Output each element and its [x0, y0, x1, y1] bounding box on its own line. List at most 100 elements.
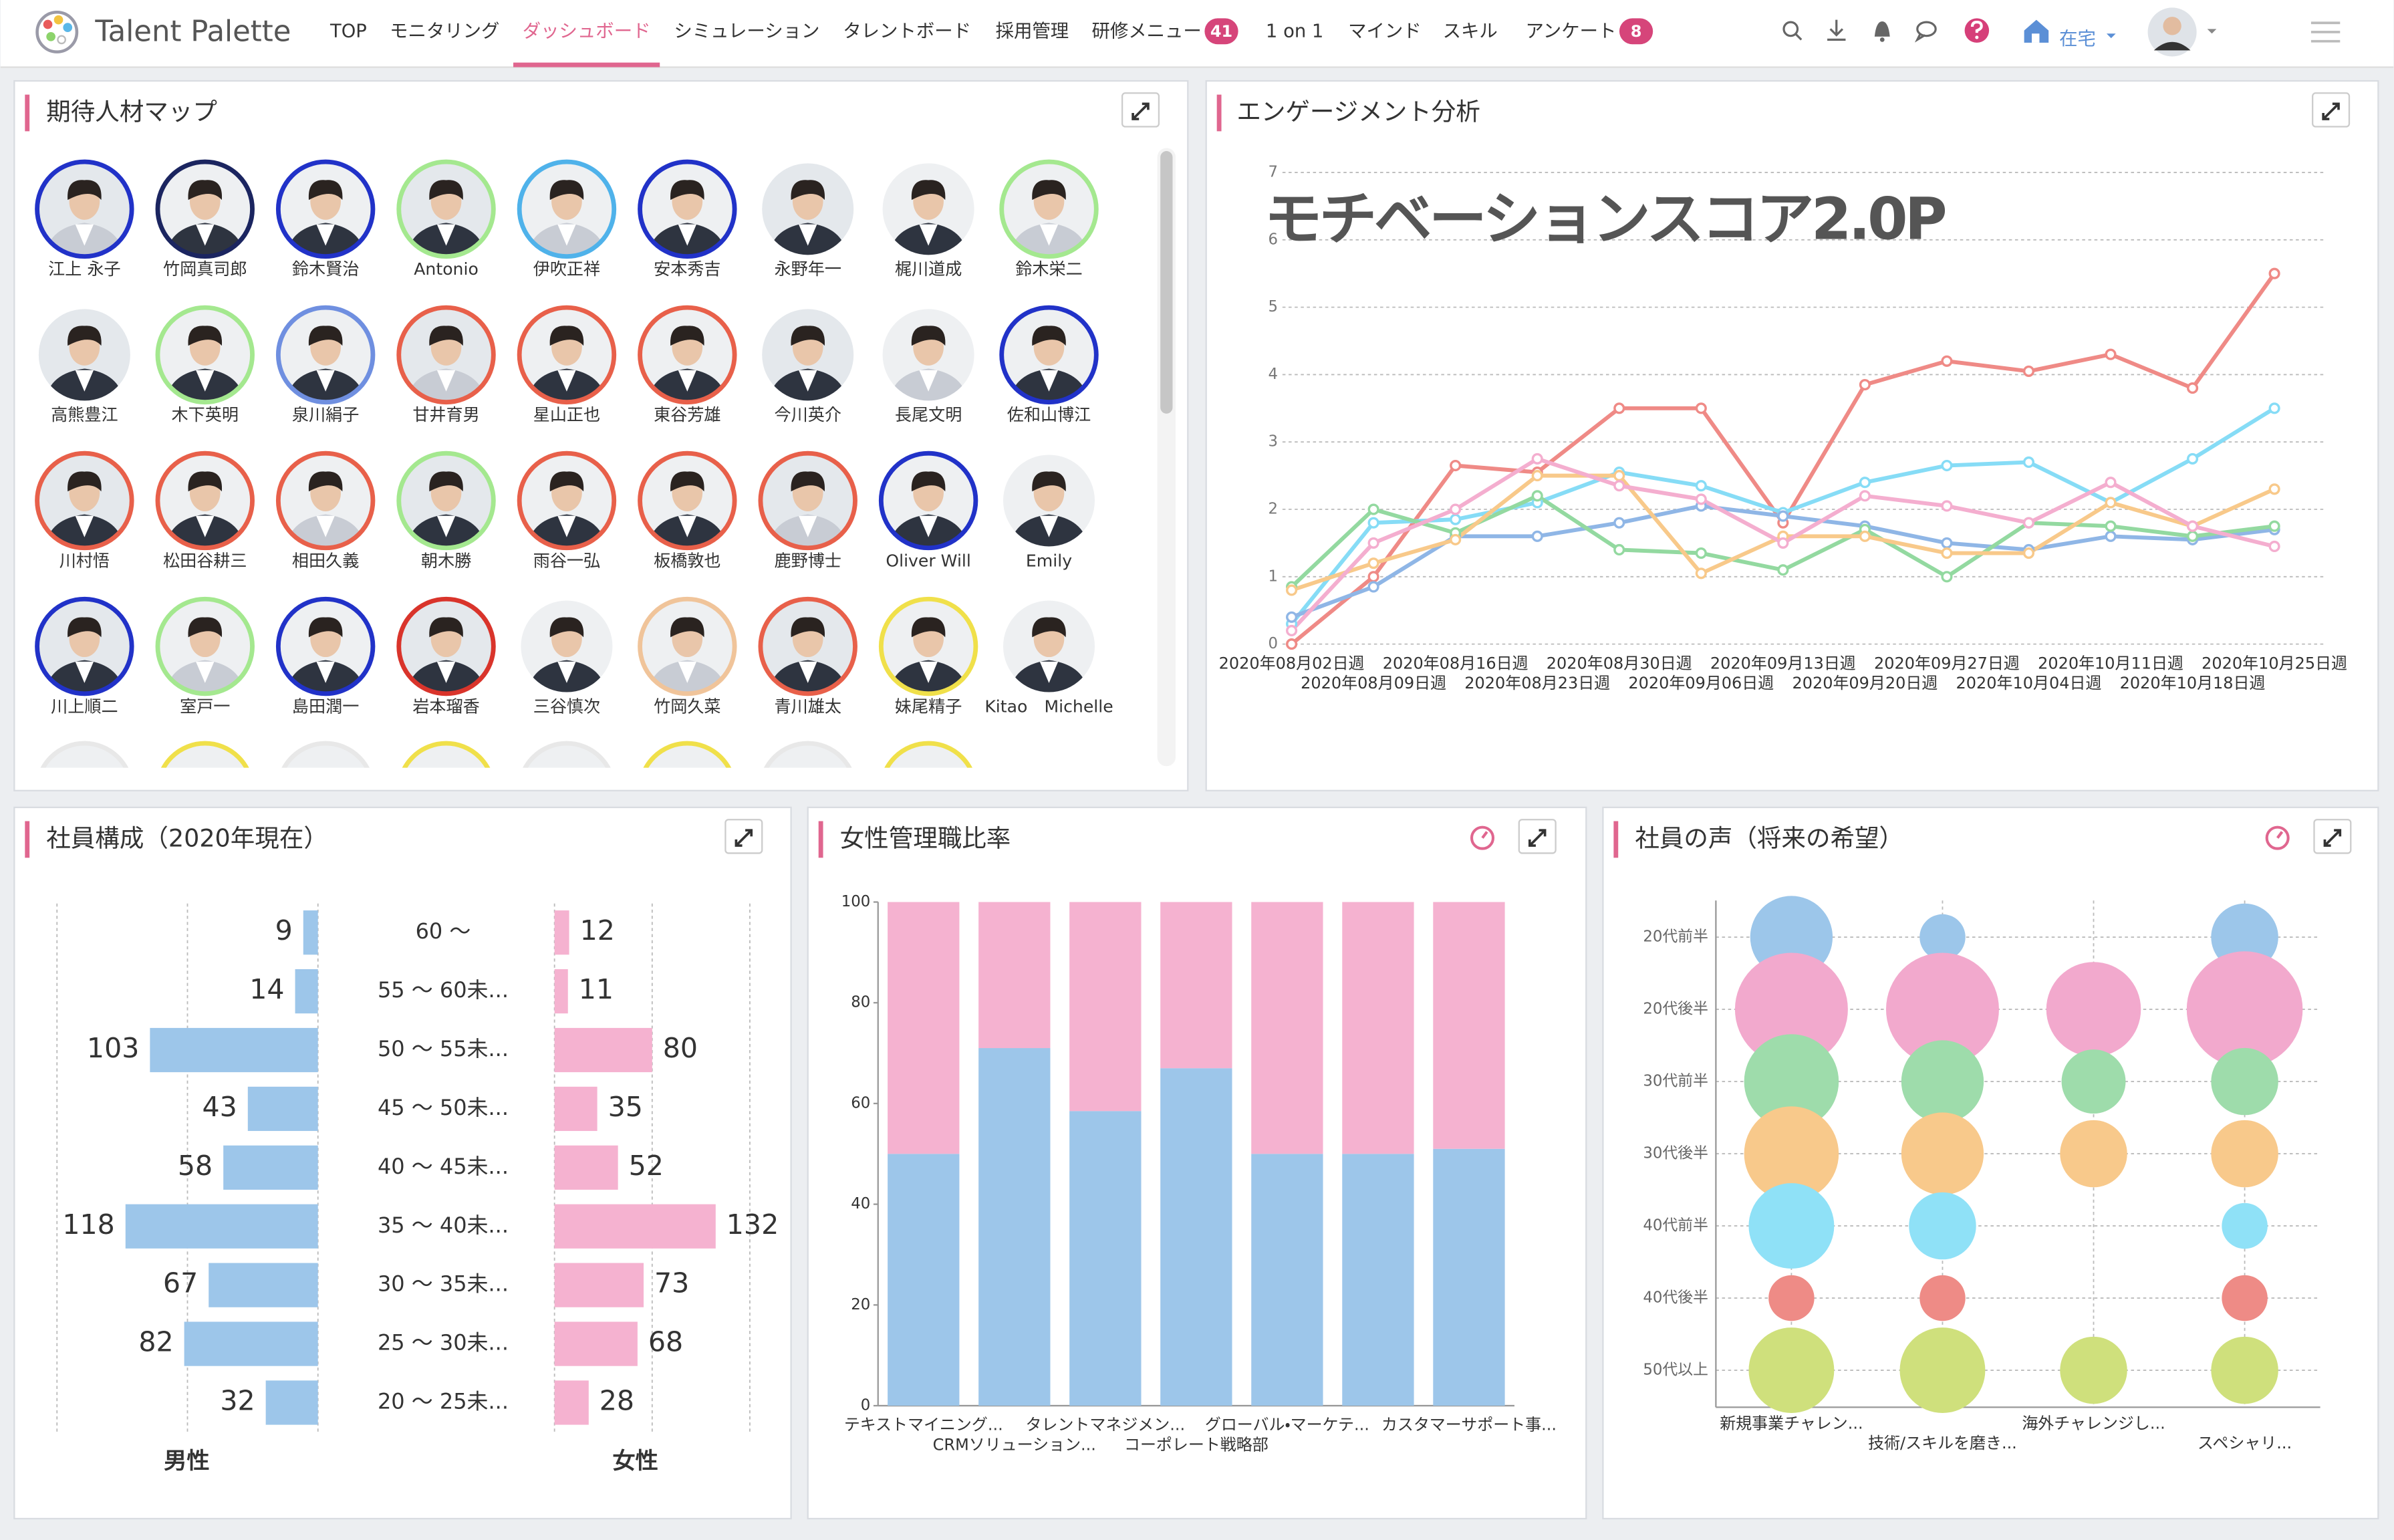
nav-item[interactable]: スキル [1443, 21, 1498, 41]
status-caret[interactable] [2106, 33, 2116, 39]
person-card[interactable]: 安本秀吉 [638, 159, 737, 279]
bell-icon[interactable] [1874, 21, 1890, 42]
data-label: 14 [249, 973, 284, 1005]
status-label[interactable]: 在宅 [2059, 29, 2096, 49]
bar [303, 910, 318, 955]
scrollbar-thumb[interactable] [1160, 151, 1173, 414]
person-card[interactable]: 岩本瑠香 [396, 596, 496, 716]
nav-item[interactable]: ダッシュボード [523, 21, 651, 41]
person-card[interactable]: 竹岡久菜 [638, 596, 737, 716]
expand-button[interactable] [2312, 92, 2351, 128]
nav-item[interactable]: マインド [1348, 21, 1422, 41]
person-card[interactable]: 永野年一 [761, 162, 855, 279]
user-avatar[interactable] [2147, 7, 2197, 57]
category-label: 25 ～ 30未... [378, 1330, 509, 1356]
x-tick-label: 2020年09月06日週 [1628, 674, 1774, 692]
nav-item[interactable]: 1 on 1 [1266, 21, 1323, 41]
person-card[interactable]: 梶川道成 [881, 162, 976, 279]
menu-icon[interactable] [2310, 21, 2341, 43]
nav-item[interactable]: TOP [329, 21, 367, 41]
help-icon[interactable] [1964, 18, 1990, 43]
nav-item[interactable]: 研修メニュー [1091, 21, 1201, 41]
person-card[interactable]: 竹岡真司郎 [155, 159, 255, 279]
logo-icon[interactable] [35, 10, 79, 53]
data-label: 73 [654, 1267, 689, 1299]
nav-item[interactable]: シミュレーション [674, 21, 819, 41]
expand-button[interactable] [1121, 92, 1160, 128]
expand-button[interactable] [724, 819, 763, 854]
search-icon[interactable] [1782, 21, 1803, 41]
logo-text[interactable]: Talent Palette [94, 15, 291, 49]
person-name: 妹尾精子 [895, 696, 962, 716]
person-card[interactable]: 泉川絹子 [275, 305, 376, 424]
person-card[interactable]: 鹿野博士 [758, 451, 857, 570]
person-card[interactable]: 長尾文明 [881, 307, 976, 424]
avatar-photo [38, 455, 130, 547]
person-card[interactable]: 今川英介 [761, 307, 855, 424]
line-marker [1613, 543, 1625, 556]
gauge-icon[interactable] [1470, 825, 1495, 850]
avatar-photo [521, 163, 613, 255]
avatar-hair [429, 180, 463, 201]
person-card[interactable]: 島田潤一 [275, 596, 376, 716]
person-card[interactable]: Kitao Michelle [984, 599, 1113, 716]
avatar-collar [75, 224, 94, 246]
person-card[interactable]: 佐和山博江 [999, 305, 1099, 424]
nav-item[interactable]: モニタリング [390, 21, 499, 41]
bubble [1885, 952, 1999, 1066]
avatar-hair [188, 326, 223, 346]
bar [554, 910, 569, 955]
person-card[interactable]: 雨谷一弘 [517, 451, 617, 570]
line-marker [2268, 540, 2280, 553]
person-card[interactable]: 伊吹正祥 [517, 159, 617, 279]
person-card[interactable]: Oliver Will [878, 451, 978, 570]
person-card[interactable]: 鈴木栄二 [999, 159, 1099, 279]
person-card[interactable]: 松田谷耕三 [155, 451, 255, 570]
person-card[interactable]: Emily [1002, 453, 1097, 570]
bubble [2046, 962, 2141, 1057]
data-label: 32 [220, 1384, 255, 1416]
person-card[interactable]: 星山正也 [517, 305, 617, 424]
avatar-hair [68, 180, 102, 201]
avatar-hair [791, 471, 825, 492]
person-card[interactable]: 妹尾精子 [878, 596, 978, 716]
y-tick-label: 50代以上 [1643, 1362, 1708, 1379]
person-card[interactable]: 青川雄太 [758, 596, 857, 716]
person-card[interactable]: 木下英明 [155, 305, 255, 424]
person-card[interactable]: 高熊豊江 [37, 307, 132, 424]
person-name: 板橋敦也 [654, 551, 720, 570]
avatar-hair [308, 617, 343, 638]
person-card[interactable]: 甘井育男 [396, 305, 496, 424]
person-card[interactable]: 鈴木賢治 [275, 159, 376, 279]
home-icon[interactable] [2024, 19, 2049, 43]
bar [184, 1321, 318, 1366]
line-marker [1777, 510, 1789, 522]
person-card[interactable]: 江上 永子 [35, 159, 134, 279]
person-card[interactable]: 川村悟 [35, 451, 134, 570]
download-icon[interactable] [1827, 19, 1846, 41]
avatar-hair [791, 180, 825, 201]
person-card[interactable]: 板橋敦也 [638, 451, 737, 570]
user-caret[interactable] [2207, 29, 2217, 34]
person-card[interactable]: 東谷芳雄 [638, 305, 737, 424]
nav-item[interactable]: 採用管理 [996, 21, 1069, 41]
chat-icon[interactable] [1914, 21, 1937, 43]
expand-button[interactable] [1518, 819, 1557, 854]
person-card[interactable]: 朝木勝 [396, 451, 496, 570]
avatar-collar [1039, 224, 1059, 246]
person-card[interactable]: 室戸一 [155, 596, 255, 716]
nav-item[interactable]: アンケート [1526, 21, 1617, 41]
person-name: 長尾文明 [895, 405, 962, 424]
gauge-icon[interactable] [2265, 825, 2290, 850]
expand-button[interactable] [2313, 819, 2352, 854]
bubble [1919, 1275, 1966, 1321]
person-card[interactable]: 三谷慎次 [519, 599, 614, 716]
avatar-ring [396, 451, 496, 551]
person-card[interactable]: 相田久義 [275, 451, 376, 570]
avatar-hair [308, 180, 343, 201]
person-name: Kitao Michelle [984, 696, 1113, 716]
y-tick-label: 100 [841, 893, 871, 910]
nav-item[interactable]: タレントボード [843, 21, 971, 41]
person-card[interactable]: Antonio [396, 159, 496, 279]
person-card[interactable]: 川上順二 [35, 596, 134, 716]
